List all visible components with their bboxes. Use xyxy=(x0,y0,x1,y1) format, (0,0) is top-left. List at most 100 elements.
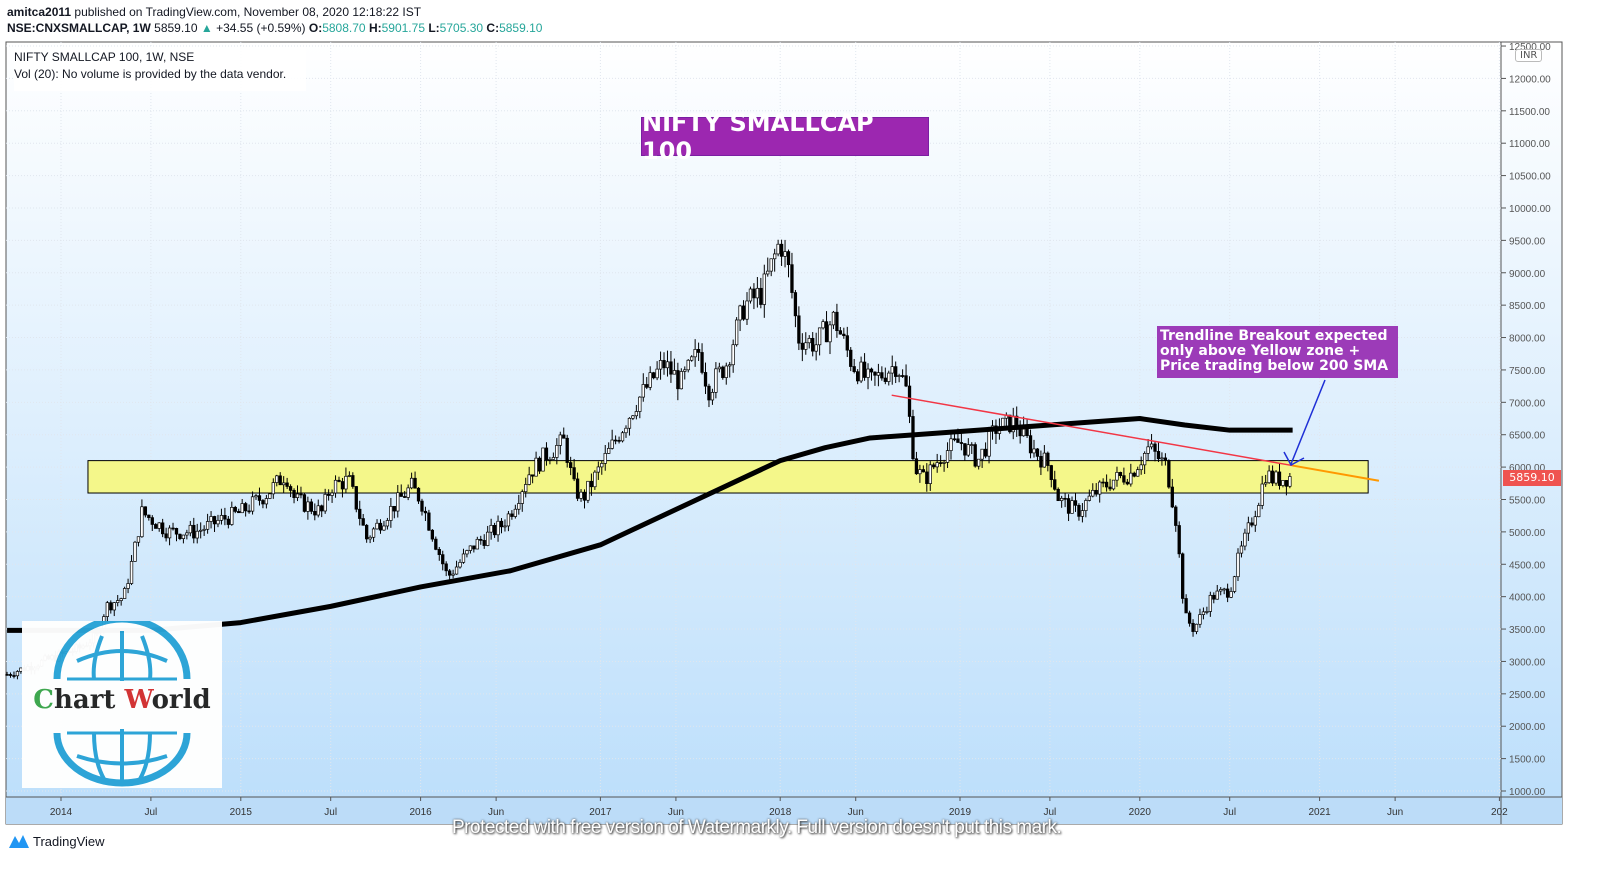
trendline[interactable] xyxy=(891,394,1380,482)
candle xyxy=(593,471,597,488)
candle xyxy=(492,525,497,536)
candle xyxy=(1177,525,1181,555)
brand-name: TradingView xyxy=(33,833,105,849)
candle xyxy=(122,588,127,599)
author[interactable]: amitca2011 xyxy=(7,5,72,19)
candle xyxy=(897,375,901,377)
candle xyxy=(970,444,974,446)
candle xyxy=(562,434,566,439)
candle xyxy=(347,475,352,477)
candle xyxy=(738,305,742,321)
chart-title-annotation[interactable]: NIFTY SMALLCAP 100 xyxy=(641,109,929,165)
candle xyxy=(949,438,953,451)
candle xyxy=(676,370,680,390)
y-tick-label: 10500.00 xyxy=(1509,172,1551,183)
candle xyxy=(1260,483,1264,506)
candle xyxy=(285,482,289,487)
candle xyxy=(835,311,839,332)
candle xyxy=(741,305,746,320)
candle xyxy=(396,492,400,512)
x-tick-label: 2014 xyxy=(50,807,73,818)
sma-200 xyxy=(7,416,1293,633)
candle xyxy=(973,444,977,467)
candle xyxy=(710,392,715,401)
candle xyxy=(728,364,732,367)
candle xyxy=(1066,498,1071,514)
x-tick-label: 2019 xyxy=(949,807,972,818)
candle xyxy=(1156,451,1161,460)
candle xyxy=(938,462,943,464)
candle xyxy=(479,538,483,541)
candle xyxy=(648,372,652,388)
y-tick-label: 2000.00 xyxy=(1509,722,1546,733)
candle xyxy=(800,342,804,350)
candle xyxy=(658,360,663,370)
candle xyxy=(1257,505,1261,518)
candle xyxy=(1208,594,1212,612)
candle xyxy=(769,258,773,272)
tradingview-logo-icon xyxy=(9,835,29,848)
time-axis[interactable] xyxy=(6,797,1562,824)
candle xyxy=(1246,522,1251,534)
candle xyxy=(240,503,244,514)
y-tick-label: 7000.00 xyxy=(1509,398,1546,409)
candle xyxy=(890,366,894,374)
candle xyxy=(482,540,486,546)
candle xyxy=(199,529,203,532)
candle xyxy=(472,545,476,550)
candle xyxy=(1277,471,1282,486)
currency-label[interactable]: INR xyxy=(1515,49,1543,62)
high-label: H: xyxy=(368,21,382,35)
y-tick-label: 3000.00 xyxy=(1509,657,1546,668)
candle xyxy=(1160,457,1164,460)
candle xyxy=(620,432,625,442)
tradingview-brand[interactable]: TradingView xyxy=(8,833,105,849)
candle xyxy=(340,481,345,490)
candle xyxy=(105,602,109,617)
candle xyxy=(793,292,798,317)
candle xyxy=(365,524,369,540)
candle xyxy=(762,273,766,305)
candle xyxy=(288,486,293,491)
candle xyxy=(437,549,441,555)
arrow[interactable] xyxy=(1283,379,1326,467)
candle xyxy=(1264,482,1268,485)
candle xyxy=(1215,590,1219,600)
candle xyxy=(1222,588,1226,591)
arrow-shaft xyxy=(1290,379,1326,465)
candle xyxy=(1236,552,1240,578)
note-annotation[interactable]: Trendline Breakout expected only above Y… xyxy=(1157,326,1398,378)
candle xyxy=(558,434,562,446)
candle xyxy=(669,361,673,375)
candle xyxy=(510,513,514,517)
price-axis[interactable]: 1000.00 1500.00 2000.00 2500.00 3000.00 3500.… xyxy=(1501,42,1551,798)
candle xyxy=(1239,545,1244,554)
candle xyxy=(1194,623,1199,632)
candle xyxy=(959,442,964,444)
candle xyxy=(375,522,379,530)
candle xyxy=(223,515,227,520)
candle xyxy=(454,566,459,575)
candle xyxy=(1288,476,1292,487)
candle xyxy=(278,475,282,486)
candle xyxy=(779,243,784,257)
y-tick-label: 1000.00 xyxy=(1509,787,1546,798)
candle xyxy=(530,474,535,477)
candle xyxy=(734,319,739,346)
candle xyxy=(1080,510,1085,517)
y-tick-label: 10000.00 xyxy=(1509,204,1551,215)
candle xyxy=(205,521,210,530)
candle xyxy=(831,311,836,326)
candle xyxy=(963,443,967,456)
candle xyxy=(1070,500,1074,514)
candle xyxy=(662,360,666,369)
y-tick-label: 4000.00 xyxy=(1509,593,1546,604)
candle xyxy=(603,453,607,464)
candle xyxy=(358,508,362,519)
candle xyxy=(233,506,237,512)
candle xyxy=(918,469,922,475)
candle xyxy=(8,674,13,676)
candle xyxy=(392,505,396,512)
candle xyxy=(520,491,524,504)
